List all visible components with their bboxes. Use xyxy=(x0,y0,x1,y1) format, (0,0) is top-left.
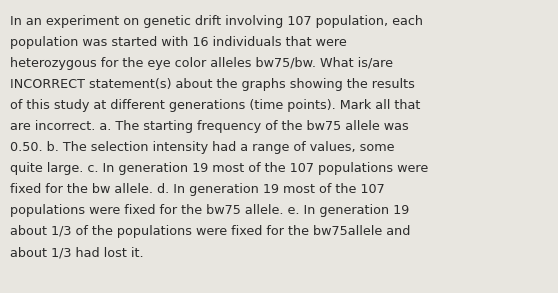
Text: 0.50. b. The selection intensity had a range of values, some: 0.50. b. The selection intensity had a r… xyxy=(10,141,395,154)
Text: fixed for the bw allele. d. In generation 19 most of the 107: fixed for the bw allele. d. In generatio… xyxy=(10,183,385,196)
Text: of this study at different generations (time points). Mark all that: of this study at different generations (… xyxy=(10,99,420,112)
Text: populations were fixed for the bw75 allele. e. In generation 19: populations were fixed for the bw75 alle… xyxy=(10,204,409,217)
Text: heterozygous for the eye color alleles bw75/bw. What is/are: heterozygous for the eye color alleles b… xyxy=(10,57,393,70)
Text: In an experiment on genetic drift involving 107 population, each: In an experiment on genetic drift involv… xyxy=(10,15,423,28)
Text: quite large. c. In generation 19 most of the 107 populations were: quite large. c. In generation 19 most of… xyxy=(10,162,428,175)
Text: about 1/3 of the populations were fixed for the bw75allele and: about 1/3 of the populations were fixed … xyxy=(10,225,410,238)
Text: about 1/3 had lost it.: about 1/3 had lost it. xyxy=(10,246,143,259)
Text: are incorrect. a. The starting frequency of the bw75 allele was: are incorrect. a. The starting frequency… xyxy=(10,120,409,133)
Text: INCORRECT statement(s) about the graphs showing the results: INCORRECT statement(s) about the graphs … xyxy=(10,78,415,91)
Text: population was started with 16 individuals that were: population was started with 16 individua… xyxy=(10,36,347,49)
